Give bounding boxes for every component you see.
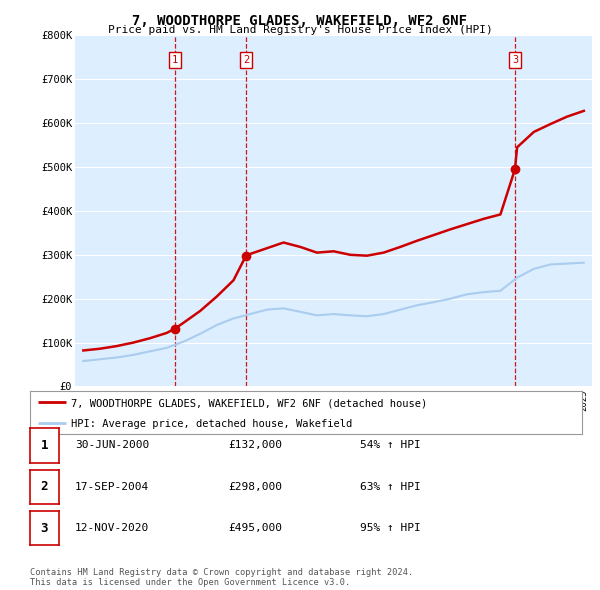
Text: 7, WOODTHORPE GLADES, WAKEFIELD, WF2 6NF (detached house): 7, WOODTHORPE GLADES, WAKEFIELD, WF2 6NF… (71, 398, 428, 408)
Text: 3: 3 (41, 522, 48, 535)
Text: 2: 2 (41, 480, 48, 493)
Text: 17-SEP-2004: 17-SEP-2004 (75, 482, 149, 491)
Text: 2: 2 (243, 55, 249, 65)
Text: 12-NOV-2020: 12-NOV-2020 (75, 523, 149, 533)
Text: 3: 3 (512, 55, 518, 65)
Text: Contains HM Land Registry data © Crown copyright and database right 2024.: Contains HM Land Registry data © Crown c… (30, 568, 413, 576)
Text: £298,000: £298,000 (228, 482, 282, 491)
Text: Price paid vs. HM Land Registry's House Price Index (HPI): Price paid vs. HM Land Registry's House … (107, 25, 493, 35)
Text: HPI: Average price, detached house, Wakefield: HPI: Average price, detached house, Wake… (71, 419, 353, 430)
Text: 95% ↑ HPI: 95% ↑ HPI (360, 523, 421, 533)
Text: £495,000: £495,000 (228, 523, 282, 533)
Text: £132,000: £132,000 (228, 441, 282, 450)
Text: 54% ↑ HPI: 54% ↑ HPI (360, 441, 421, 450)
Text: 7, WOODTHORPE GLADES, WAKEFIELD, WF2 6NF: 7, WOODTHORPE GLADES, WAKEFIELD, WF2 6NF (133, 14, 467, 28)
Text: 1: 1 (172, 55, 178, 65)
Text: 30-JUN-2000: 30-JUN-2000 (75, 441, 149, 450)
Text: This data is licensed under the Open Government Licence v3.0.: This data is licensed under the Open Gov… (30, 578, 350, 587)
Text: 1: 1 (41, 439, 48, 452)
Text: 63% ↑ HPI: 63% ↑ HPI (360, 482, 421, 491)
